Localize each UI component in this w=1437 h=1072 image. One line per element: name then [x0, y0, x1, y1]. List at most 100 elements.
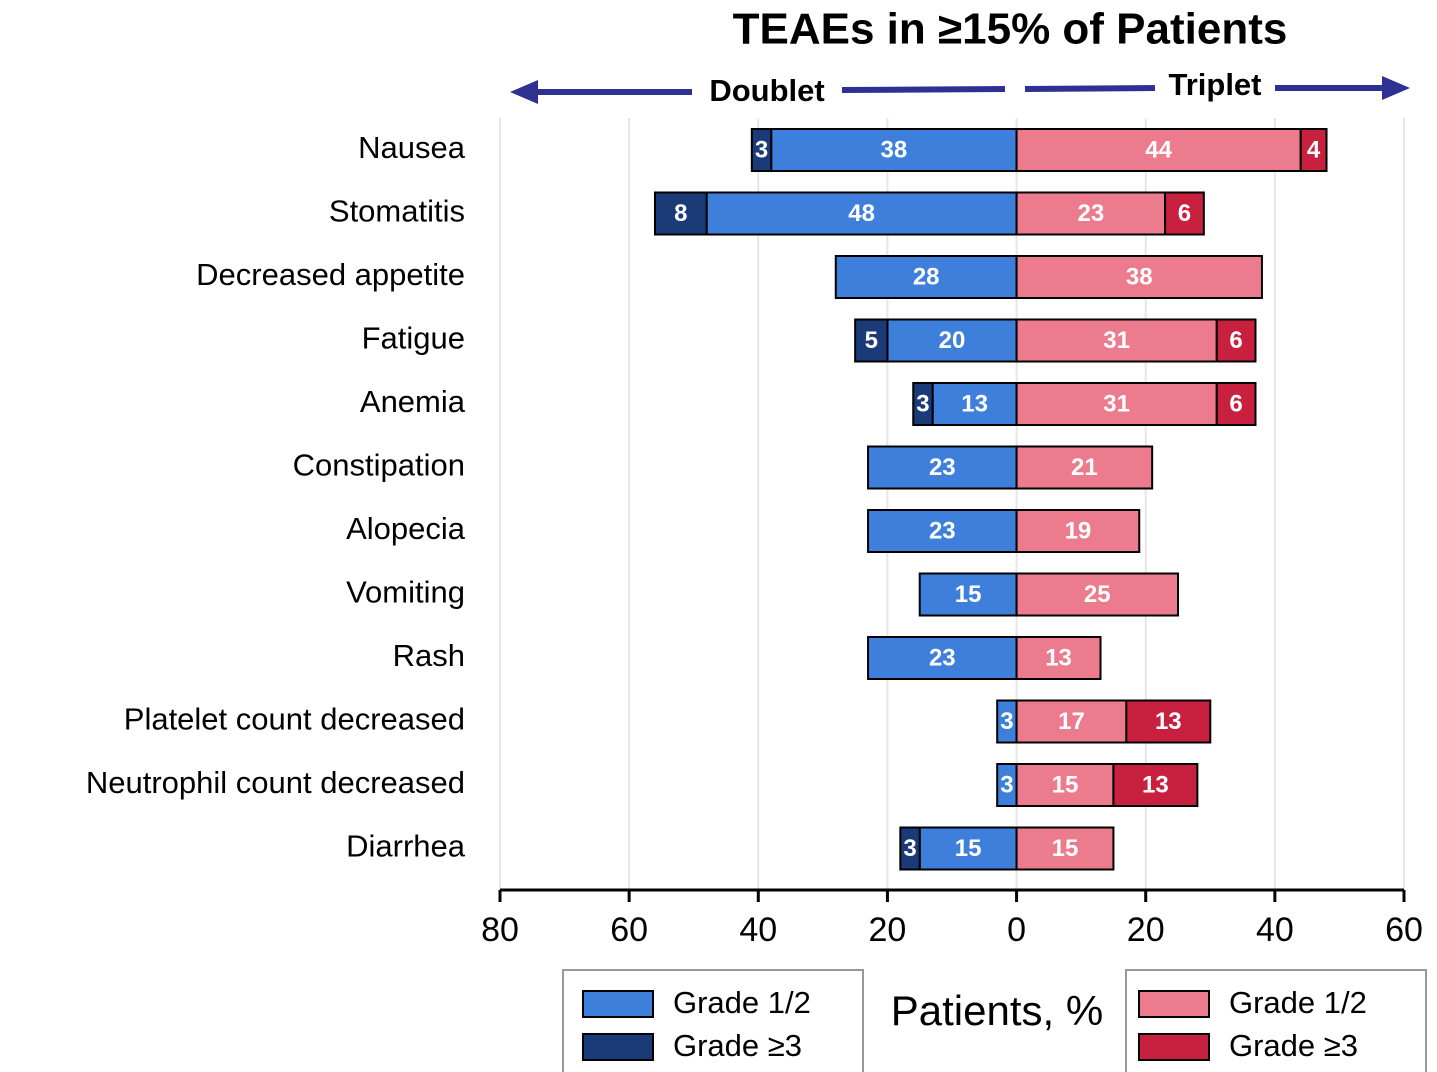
value-label: 21 — [1071, 454, 1098, 481]
bar-segment — [653, 191, 708, 236]
category-label: Platelet count decreased — [124, 702, 465, 737]
x-axis-label: Patients, % — [891, 987, 1103, 1034]
bar-segment — [1015, 636, 1102, 680]
value-label: 3 — [755, 136, 768, 163]
bar-segment — [834, 255, 1018, 299]
category-label: Alopecia — [346, 511, 466, 546]
x-tick-label: 40 — [1256, 911, 1294, 949]
bar-segment — [1015, 382, 1218, 426]
legend-swatch — [582, 990, 654, 1018]
value-label: 13 — [1155, 708, 1182, 735]
category-label: Vomiting — [346, 575, 465, 610]
bar-segment — [1112, 763, 1199, 807]
value-label: 38 — [1126, 263, 1153, 290]
value-label: 31 — [1103, 390, 1130, 417]
bar-segment — [867, 509, 1018, 553]
value-label: 6 — [1178, 200, 1191, 227]
x-tick-label: 40 — [739, 911, 777, 949]
bar-segment — [867, 636, 1018, 680]
x-tick-label: 60 — [1385, 911, 1423, 949]
triplet-arrow — [1024, 76, 1410, 100]
bar-segment — [1015, 445, 1154, 490]
value-label: 4 — [1307, 136, 1321, 163]
legend-swatch — [582, 1033, 654, 1061]
category-label: Fatigue — [362, 321, 465, 356]
legend-label: Grade 1/2 — [1229, 985, 1367, 1020]
bar-segment — [912, 382, 934, 426]
legend-label: Grade 1/2 — [673, 985, 811, 1020]
bar-segment — [899, 826, 921, 871]
group-label: Doublet — [709, 73, 824, 108]
legend-box — [1125, 969, 1427, 1072]
arrow-head — [510, 80, 538, 104]
legend-label: Grade ≥3 — [1229, 1028, 1358, 1063]
value-label: 15 — [955, 581, 982, 608]
value-label: 23 — [1077, 200, 1104, 227]
value-label: 44 — [1145, 136, 1172, 163]
group-label: Triplet — [1168, 67, 1261, 102]
bar-segment — [867, 445, 1018, 490]
value-label: 19 — [1065, 517, 1092, 544]
legend-box — [562, 969, 864, 1072]
bar-segment — [705, 191, 1018, 236]
value-label: 6 — [1229, 327, 1242, 354]
value-label: 13 — [1045, 644, 1072, 671]
legend-label: Grade ≥3 — [673, 1028, 802, 1063]
arrow-line — [841, 86, 1006, 93]
bar-segment — [770, 128, 1018, 172]
value-label: 31 — [1103, 327, 1130, 354]
bar-segment — [1015, 826, 1115, 871]
value-label: 13 — [1142, 771, 1169, 798]
x-tick-label: 80 — [481, 911, 519, 949]
value-label: 13 — [961, 390, 988, 417]
bar-segment — [1299, 128, 1328, 172]
value-label: 48 — [848, 200, 875, 227]
bar-segment — [1164, 191, 1205, 236]
value-label: 15 — [1052, 771, 1079, 798]
value-label: 23 — [929, 517, 956, 544]
value-label: 23 — [929, 454, 956, 481]
bar-segment — [1215, 382, 1257, 426]
bar-segment — [1125, 699, 1212, 744]
x-tick-label: 20 — [869, 911, 907, 949]
bar-segment — [1015, 509, 1141, 553]
value-label: 3 — [1000, 708, 1013, 735]
value-label: 15 — [955, 835, 982, 862]
bar-segment — [1015, 191, 1167, 236]
category-label: Stomatitis — [329, 194, 465, 229]
x-tick-label: 20 — [1127, 911, 1165, 949]
category-label: Anemia — [360, 384, 466, 419]
value-label: 28 — [913, 263, 940, 290]
value-label: 38 — [881, 136, 908, 163]
bar-segment — [1015, 128, 1302, 172]
bar-segment — [1015, 255, 1263, 299]
category-label: Decreased appetite — [196, 257, 465, 292]
value-label: 3 — [916, 390, 929, 417]
chart-title: TEAEs in ≥15% of Patients — [733, 5, 1288, 54]
bar-segment — [1015, 572, 1179, 617]
value-label: 20 — [939, 327, 966, 354]
bar-segment — [750, 128, 773, 172]
legend-swatch — [1138, 1033, 1210, 1061]
value-label: 6 — [1229, 390, 1242, 417]
doublet-arrow — [510, 80, 1006, 104]
x-tick-label: 0 — [1007, 911, 1026, 949]
arrow-head — [1382, 76, 1410, 100]
arrow-line — [1024, 85, 1156, 92]
value-label: 8 — [674, 200, 687, 227]
bar-segment — [854, 318, 889, 363]
bar-segment — [1015, 699, 1128, 744]
value-label: 3 — [903, 835, 916, 862]
category-label: Nausea — [358, 130, 466, 165]
category-label: Neutrophil count decreased — [86, 765, 465, 800]
category-label: Constipation — [293, 448, 465, 483]
category-label: Rash — [393, 638, 465, 673]
legend-swatch — [1138, 990, 1210, 1018]
category-label: Diarrhea — [346, 829, 466, 864]
x-tick-label: 60 — [610, 911, 648, 949]
value-label: 5 — [865, 327, 878, 354]
value-label: 15 — [1052, 835, 1079, 862]
bar-segment — [1215, 318, 1257, 363]
value-label: 17 — [1058, 708, 1085, 735]
